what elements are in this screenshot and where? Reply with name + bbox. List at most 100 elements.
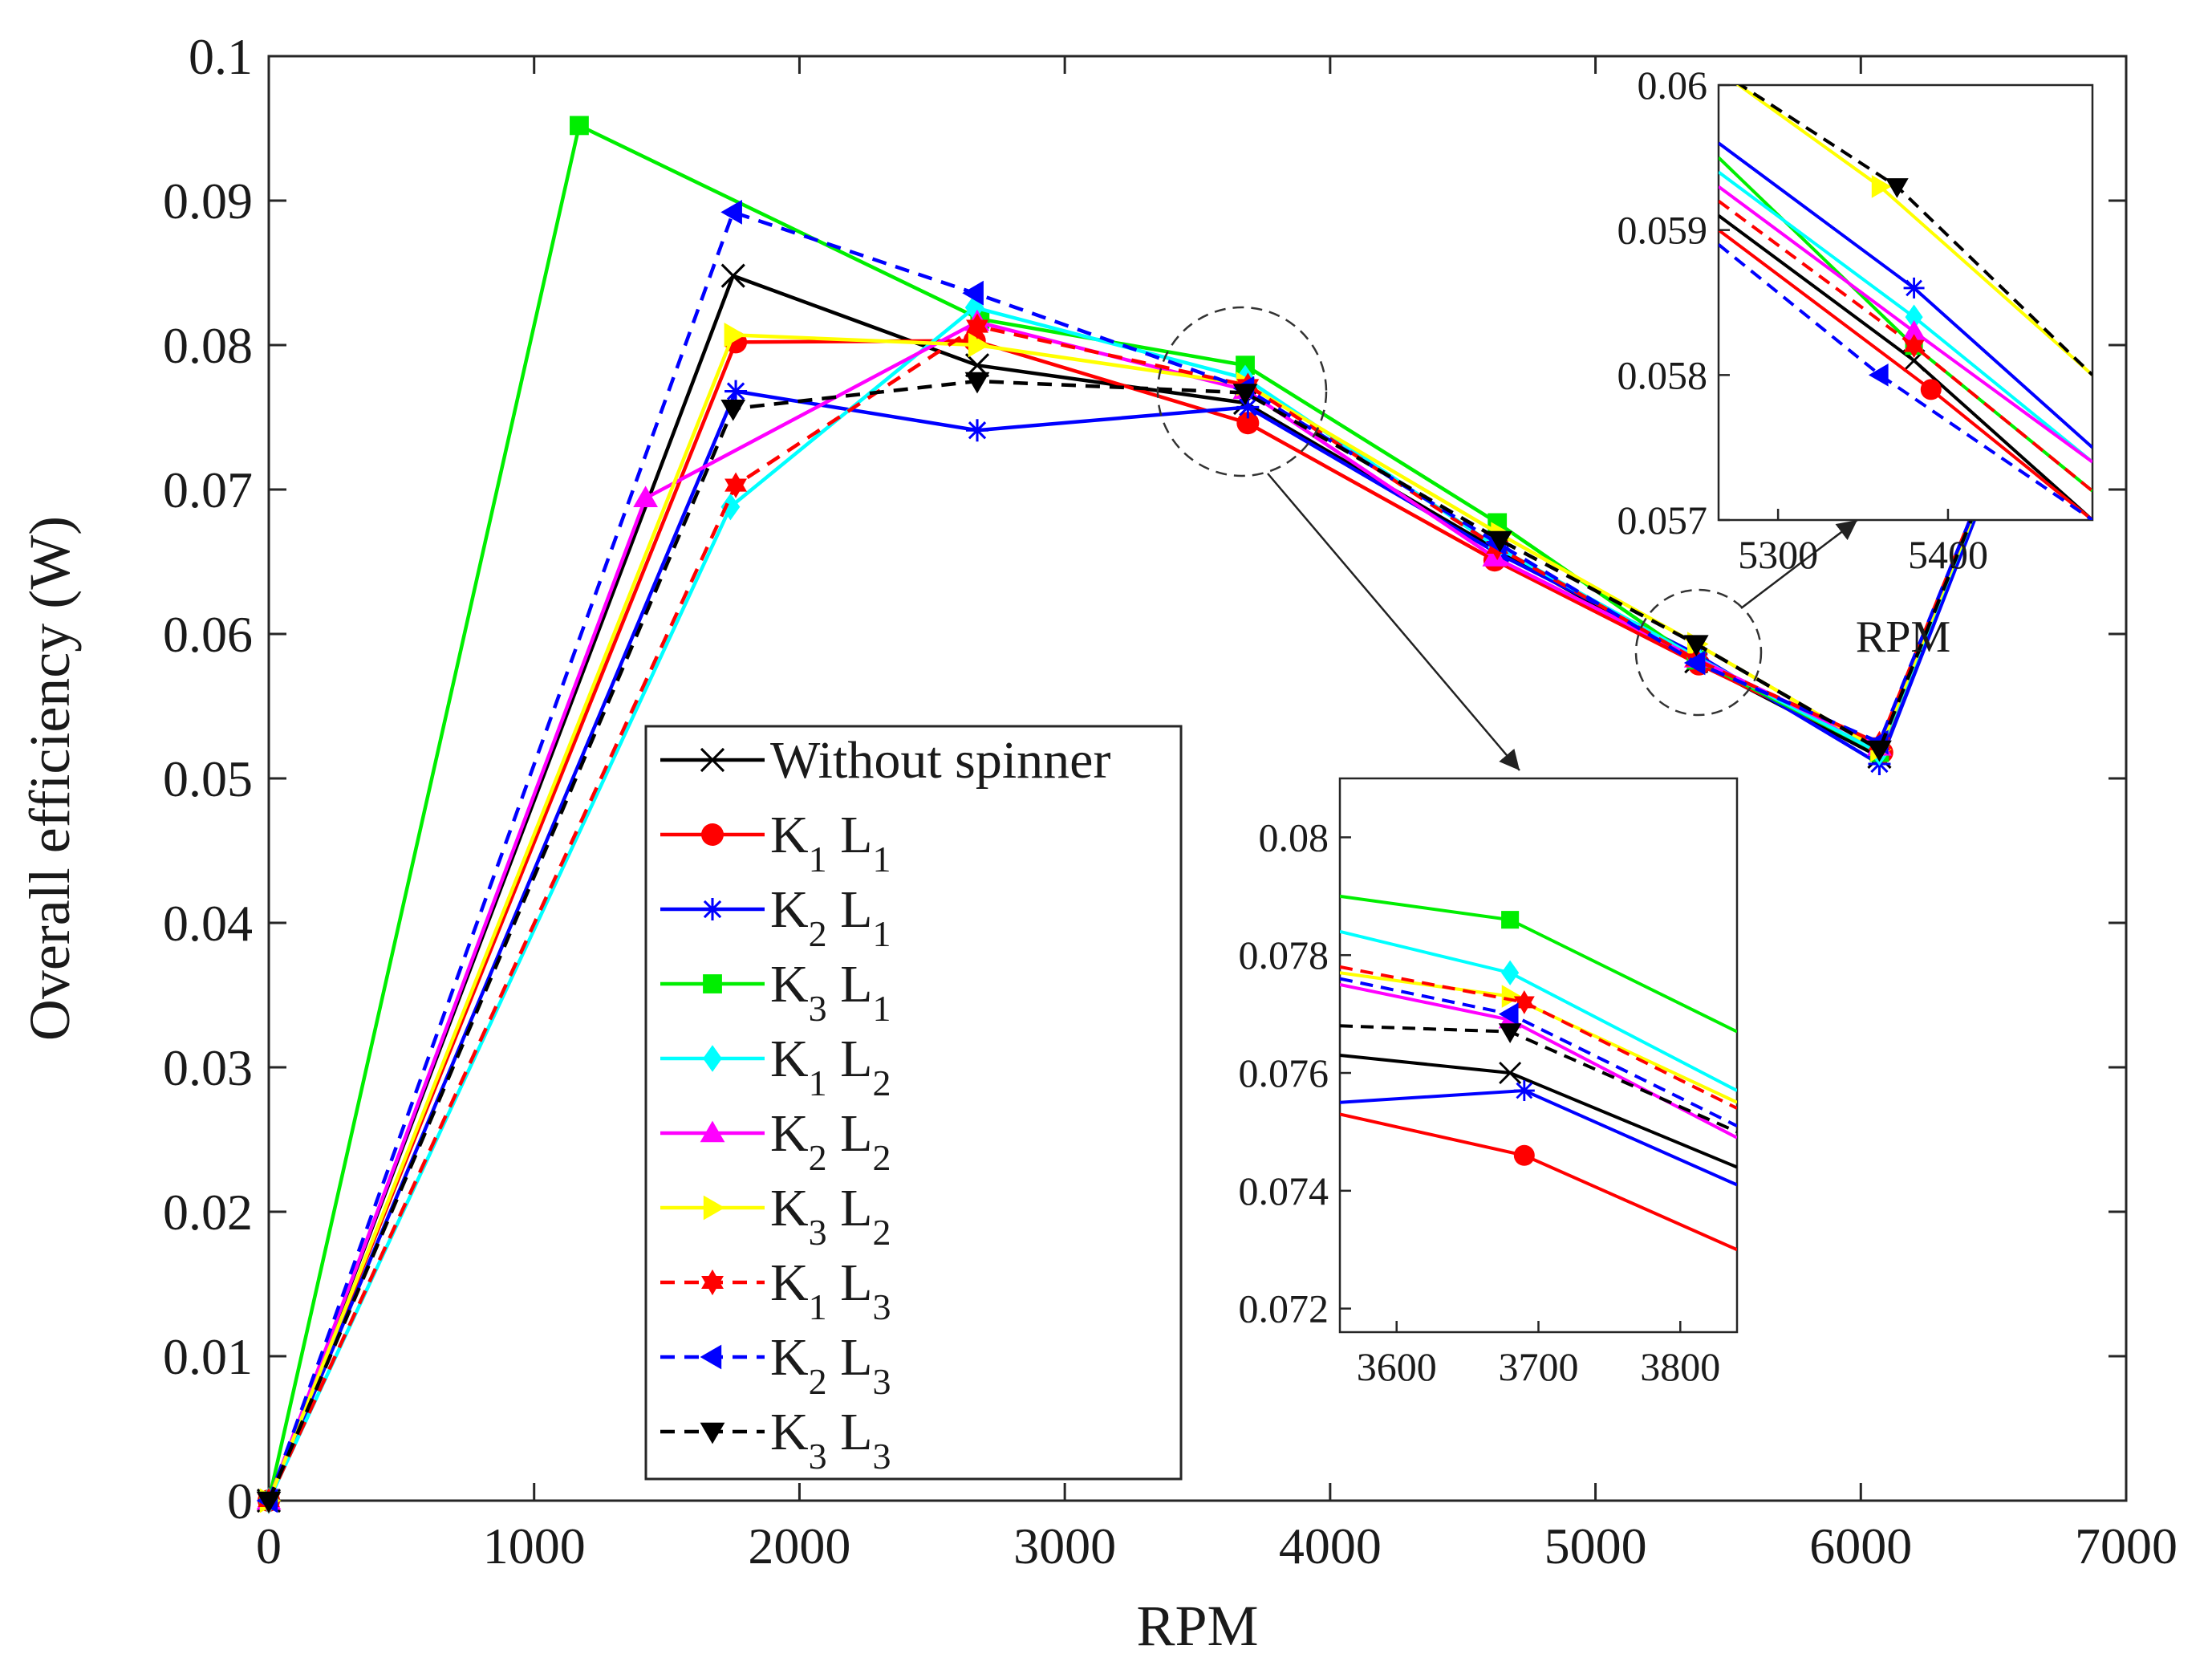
zoom-circle-5400 <box>1634 588 1763 717</box>
legend-l: L <box>827 1253 873 1312</box>
y-tick-label: 0.01 <box>163 1328 253 1385</box>
legend-entry-6: K3 L2 <box>660 1179 891 1253</box>
legend-k-subscript: 2 <box>809 913 827 954</box>
inset-series-1 <box>1719 229 2092 520</box>
legend-l: L <box>827 880 873 939</box>
inset-data-point <box>1501 985 1522 1008</box>
inset-series-8 <box>1719 243 2092 520</box>
legend-entry-7: K1 L3 <box>660 1253 891 1327</box>
legend-entry-3: K3 L1 <box>660 955 891 1029</box>
legend-marker <box>703 974 722 993</box>
inset-data-point <box>1905 304 1923 330</box>
legend-l-subscript: 1 <box>873 839 891 880</box>
data-point <box>633 486 659 507</box>
legend-k-subscript: 2 <box>809 1137 827 1178</box>
zoom-arrow-3700 <box>1267 473 1520 771</box>
legend-entry-8: K2 L3 <box>660 1328 891 1402</box>
inset-x-axis-label: RPM <box>1856 612 1950 662</box>
legend-l-subscript: 3 <box>873 1436 891 1477</box>
series-9 <box>256 335 2054 1513</box>
y-tick-label: 0.03 <box>163 1039 253 1096</box>
y-tick-label: 0.08 <box>163 317 253 374</box>
inset-data-point <box>1501 911 1520 929</box>
inset-series-7 <box>1719 199 2092 493</box>
y-tick-label: 0.06 <box>163 606 253 663</box>
inset-series-8 <box>1340 977 1737 1127</box>
data-point <box>962 280 984 306</box>
inset-series-2 <box>1719 141 2092 449</box>
x-tick-label: 4000 <box>1279 1518 1382 1574</box>
inset-frame <box>1717 83 2094 522</box>
legend-l-subscript: 2 <box>873 1062 891 1103</box>
legend-label: Without spinner <box>770 731 1110 790</box>
data-point <box>720 263 745 288</box>
legend-l-subscript: 1 <box>873 988 891 1029</box>
inset-y-tick-label: 0.058 <box>1617 352 1708 397</box>
data-point <box>964 294 984 321</box>
series-line <box>266 210 2044 1501</box>
legend-k-subscript: 1 <box>809 1286 827 1327</box>
legend-k-subscript: 1 <box>809 839 827 880</box>
inset-x-tick-label: 3600 <box>1357 1344 1437 1389</box>
data-point <box>1236 396 1260 419</box>
legend-marker <box>700 1422 725 1444</box>
data-point <box>1232 384 1258 405</box>
data-point <box>1683 635 1709 656</box>
inset-data-point <box>1498 1002 1519 1026</box>
inset-data-point <box>1871 175 1892 198</box>
series-line <box>266 305 2040 1501</box>
legend-label: K2 L1 <box>770 880 891 954</box>
inset-y-tick-label: 0.08 <box>1259 815 1329 859</box>
legend-l: L <box>827 1179 873 1237</box>
legend-entry-2: K2 L1 <box>660 880 891 954</box>
inset-data-point <box>1902 319 1926 340</box>
legend-k: K <box>770 880 809 939</box>
inset-series-4 <box>1340 929 1737 1092</box>
inset-series-0 <box>1340 1054 1737 1169</box>
legend-label: K1 L1 <box>770 806 891 880</box>
zoom-circle-3700 <box>1156 306 1328 477</box>
data-point <box>570 116 589 136</box>
legend-entry-4: K1 L2 <box>660 1030 891 1103</box>
legend-marker <box>703 1195 725 1221</box>
x-tick-label: 0 <box>256 1518 282 1574</box>
y-tick-label: 0.02 <box>163 1184 253 1241</box>
legend-k: K <box>770 955 809 1014</box>
legend-l: L <box>827 806 873 864</box>
legend-marker <box>701 1275 724 1296</box>
data-point <box>720 493 741 521</box>
data-point <box>968 332 990 358</box>
x-tick-label: 5000 <box>1544 1518 1647 1574</box>
inset-series-line <box>1719 199 2092 493</box>
inset-lines <box>1340 894 1737 1252</box>
x-tick-label: 1000 <box>483 1518 586 1574</box>
legend-label: K2 L3 <box>770 1328 891 1402</box>
data-point <box>966 319 988 339</box>
inset-series-9 <box>1738 85 2092 376</box>
x-tick-label: 6000 <box>1809 1518 1912 1574</box>
inset-series-6 <box>1340 971 1737 1104</box>
legend-k-subscript: 1 <box>809 1062 827 1103</box>
data-point <box>724 478 748 498</box>
legend-label: K1 L2 <box>770 1030 891 1103</box>
legend-label: K1 L3 <box>770 1253 891 1327</box>
data-point <box>966 419 989 442</box>
legend-l-subscript: 1 <box>873 913 891 954</box>
legend-l-subscript: 2 <box>873 1137 891 1178</box>
y-tick-label: 0.05 <box>163 750 253 807</box>
legend-l-subscript: 3 <box>873 1361 891 1402</box>
series-line <box>266 344 2044 1501</box>
y-tick-label: 0.1 <box>189 28 253 85</box>
inset-x-tick-label: 5400 <box>1908 532 1988 577</box>
x-axis-label: RPM <box>1136 1594 1258 1658</box>
data-point <box>1488 530 1512 553</box>
legend-k-subscript: 3 <box>809 1436 827 1477</box>
legend-l: L <box>827 955 873 1014</box>
inset-lines <box>1719 85 2092 520</box>
inset-series-9 <box>1340 1023 1737 1134</box>
legend-marker <box>700 1120 725 1143</box>
inset-data-point <box>1513 996 1535 1014</box>
inset-y-tick-label: 0.057 <box>1617 498 1708 542</box>
legend-k-subscript: 2 <box>809 1361 827 1402</box>
